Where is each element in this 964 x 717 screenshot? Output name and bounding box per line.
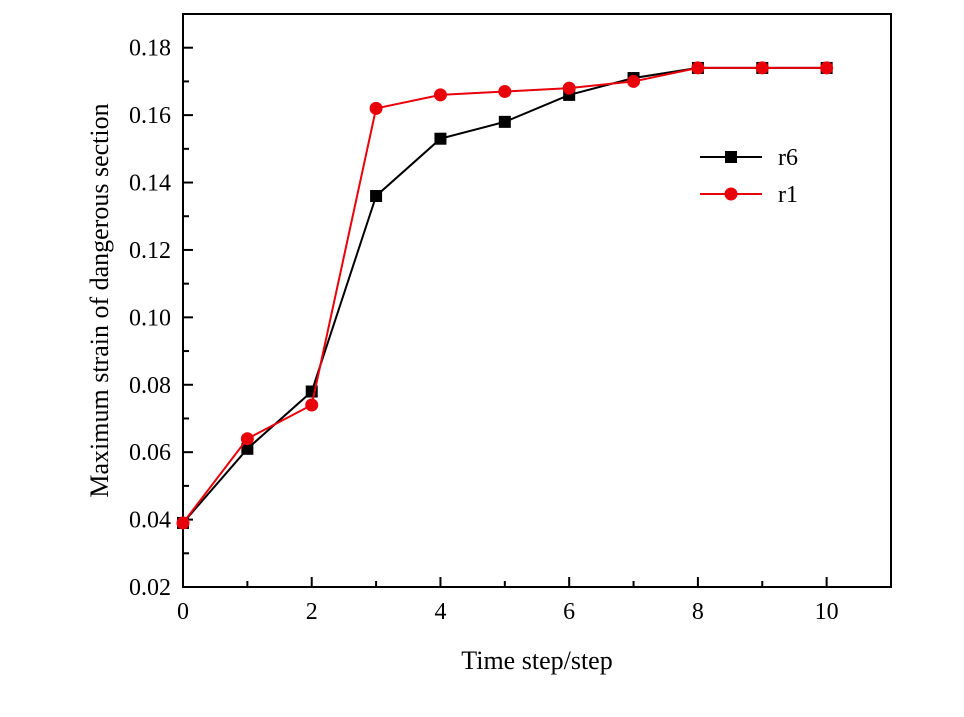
y-axis: 0.02 0.04 0.06 0.08 0.10 0.12 0.14 0.16 0.18 bbox=[129, 36, 193, 601]
data-point-r1 bbox=[433, 88, 447, 102]
y-axis-title: Maximum strain of dangerous section bbox=[85, 103, 114, 497]
y-tick-label: 0.06 bbox=[129, 440, 171, 466]
series-r6 bbox=[177, 61, 833, 529]
legend-label: r6 bbox=[778, 145, 798, 171]
plot-area bbox=[182, 13, 892, 588]
data-point-r6 bbox=[370, 190, 383, 203]
data-point-r6 bbox=[434, 132, 447, 145]
y-tick-label: 0.04 bbox=[129, 508, 171, 534]
y-tick-label: 0.02 bbox=[129, 575, 171, 601]
data-point-r1 bbox=[369, 101, 383, 115]
data-point-r1 bbox=[562, 81, 576, 95]
legend-item-r1: r1 bbox=[700, 182, 798, 208]
legend-label: r1 bbox=[778, 182, 798, 208]
x-axis: 0 2 4 6 8 10 bbox=[177, 577, 839, 625]
data-point-r1 bbox=[305, 398, 319, 412]
series-layer bbox=[176, 61, 834, 530]
x-tick-label: 2 bbox=[306, 599, 318, 625]
data-point-r1 bbox=[820, 61, 834, 75]
plot-frame bbox=[182, 13, 892, 588]
data-point-r6 bbox=[241, 442, 254, 455]
series-r1 bbox=[176, 61, 834, 530]
x-tick-label: 4 bbox=[434, 599, 446, 625]
data-point-r1 bbox=[755, 61, 769, 75]
data-point-r1 bbox=[627, 74, 641, 88]
legend-item-r6: r6 bbox=[700, 145, 798, 171]
y-tick-label: 0.08 bbox=[129, 373, 171, 399]
data-point-r1 bbox=[176, 516, 190, 530]
y-tick-label: 0.10 bbox=[129, 305, 171, 331]
y-tick-label: 0.16 bbox=[129, 103, 171, 129]
data-point-r1 bbox=[240, 432, 254, 446]
data-point-r1 bbox=[691, 61, 705, 75]
data-point-r6 bbox=[498, 115, 511, 128]
y-tick-label: 0.12 bbox=[129, 238, 171, 264]
series-line-r1 bbox=[182, 66, 827, 524]
x-tick-label: 10 bbox=[815, 599, 839, 625]
y-tick-label: 0.18 bbox=[129, 36, 171, 62]
x-tick-label: 6 bbox=[563, 599, 575, 625]
legend-marker bbox=[724, 187, 738, 201]
series-line-r6 bbox=[182, 66, 827, 524]
x-axis-title: Time step/step bbox=[461, 646, 612, 675]
x-tick-label: 8 bbox=[692, 599, 704, 625]
y-tick-label: 0.14 bbox=[129, 171, 171, 197]
data-point-r1 bbox=[498, 85, 512, 99]
x-tick-label: 0 bbox=[177, 599, 189, 625]
legend-marker bbox=[725, 151, 737, 163]
